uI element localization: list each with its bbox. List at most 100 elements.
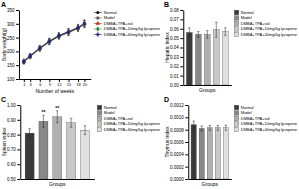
tick: 0.50 xyxy=(7,177,20,182)
tick-mark xyxy=(16,38,19,39)
bar xyxy=(25,133,34,179)
tick: 0.0012 xyxy=(170,103,188,108)
marker xyxy=(28,54,32,58)
tick-label: 0.02 xyxy=(170,64,179,69)
legend-swatch xyxy=(234,111,239,116)
tick-label: 0.90 xyxy=(7,118,16,123)
legend-label: Normal xyxy=(104,105,117,110)
tick: 1.00 xyxy=(7,103,20,108)
legend-label: DMBA+TPA+sol xyxy=(104,116,133,121)
error-bar xyxy=(56,111,58,123)
tick-mark xyxy=(17,164,20,165)
error-bar xyxy=(58,33,60,39)
error-bar xyxy=(29,54,31,58)
error-bar xyxy=(83,20,85,27)
tick-mark xyxy=(16,51,19,52)
tick-label: 0.03 xyxy=(170,55,179,60)
bars xyxy=(25,111,89,179)
tick: 0.05 xyxy=(170,36,183,41)
tick-mark xyxy=(16,10,19,11)
legend-entry: DMBA+TPA+10mg/kg lycopene xyxy=(94,26,161,31)
bar xyxy=(186,33,192,86)
bar xyxy=(195,34,201,85)
tick-label: 0.01 xyxy=(170,74,179,79)
tick: 0.0004 xyxy=(170,152,188,157)
error-bar xyxy=(58,33,60,39)
tick: 0.90 xyxy=(7,118,20,123)
marker xyxy=(22,60,26,64)
marker xyxy=(67,30,71,34)
axis: 100150200250300350 xyxy=(7,8,20,82)
legend-swatch xyxy=(97,122,102,127)
x-axis-title: Groups xyxy=(202,181,219,187)
legend-entry: Normal xyxy=(234,10,254,15)
legend-entry: Model xyxy=(94,15,115,20)
error-bar xyxy=(58,33,60,39)
marker xyxy=(48,39,51,42)
tick: 0.04 xyxy=(170,45,183,50)
tick-mark xyxy=(17,179,20,180)
error-bar xyxy=(58,34,60,40)
legend-marker xyxy=(96,33,100,37)
marker xyxy=(38,46,42,50)
panel: 0.000.010.020.030.040.050.060.070.08Norm… xyxy=(164,1,298,93)
tick: 0.60 xyxy=(7,162,20,167)
legend-swatch xyxy=(94,18,102,19)
error-bar xyxy=(67,29,69,35)
axis: 0.00000.00020.00040.00060.00080.00100.00… xyxy=(170,103,189,182)
tick-mark xyxy=(180,57,183,58)
error-bar xyxy=(188,28,190,37)
legend-swatch xyxy=(234,27,239,32)
axis-line xyxy=(183,11,184,86)
tick: 9 xyxy=(49,79,52,87)
legend-marker xyxy=(96,26,99,31)
bar xyxy=(199,128,204,179)
legend-entry: DMBA+TPA+sol xyxy=(234,116,269,121)
marker xyxy=(83,22,87,26)
tick-mark xyxy=(17,149,20,150)
tick: 0.07 xyxy=(170,17,183,22)
legend-label: DMBA+TPA+sol xyxy=(241,116,270,121)
marker xyxy=(57,34,60,39)
tick-label: 0.0000 xyxy=(170,177,184,182)
error-bar xyxy=(28,129,30,138)
legend-swatch xyxy=(234,21,239,26)
plot-area xyxy=(186,22,228,85)
legend-marker xyxy=(96,21,100,25)
tick-label: 0.0002 xyxy=(170,165,184,170)
tick-label: 350 xyxy=(7,8,15,13)
tick-mark xyxy=(185,105,188,106)
series xyxy=(22,20,86,63)
tick-label: 18 xyxy=(76,82,81,87)
legend-entry: Normal xyxy=(94,10,117,15)
axis: 0.000.010.020.030.040.050.060.070.08 xyxy=(170,8,184,88)
y-axis-title: Spleen index xyxy=(1,127,7,156)
tick-label: 1 xyxy=(23,82,26,87)
legend-swatch xyxy=(97,127,102,132)
tick-mark xyxy=(17,105,20,106)
error-bar xyxy=(215,22,217,37)
tick-label: 0.0004 xyxy=(170,152,184,157)
tick-label: 0.50 xyxy=(7,177,16,182)
error-bar xyxy=(39,46,41,51)
marker xyxy=(22,59,25,62)
tick-mark xyxy=(185,117,188,118)
tick: 1 xyxy=(23,79,26,87)
legend: NormalModelDMBA+TPA+solDMBA+TPA+10mg/kg … xyxy=(234,105,297,132)
legend-label: DMBA+TPA+40mg/kg lycopene xyxy=(241,127,298,132)
error-bar xyxy=(206,31,208,39)
tick-mark xyxy=(185,167,188,168)
tick-mark xyxy=(180,76,183,77)
plot-area xyxy=(191,121,228,179)
legend-swatch xyxy=(234,116,239,121)
legend-entry: DMBA+TPA+sol xyxy=(94,21,133,26)
tick-label: 0.0008 xyxy=(170,128,184,133)
tick-label: 300 xyxy=(7,22,15,27)
legend-swatch xyxy=(234,32,239,37)
tick-mark xyxy=(16,79,19,80)
error-bar xyxy=(48,39,50,45)
tick-label: 0.0006 xyxy=(170,140,184,145)
error-bar xyxy=(48,38,50,44)
tick-mark xyxy=(16,24,19,25)
error-bar xyxy=(42,115,44,127)
